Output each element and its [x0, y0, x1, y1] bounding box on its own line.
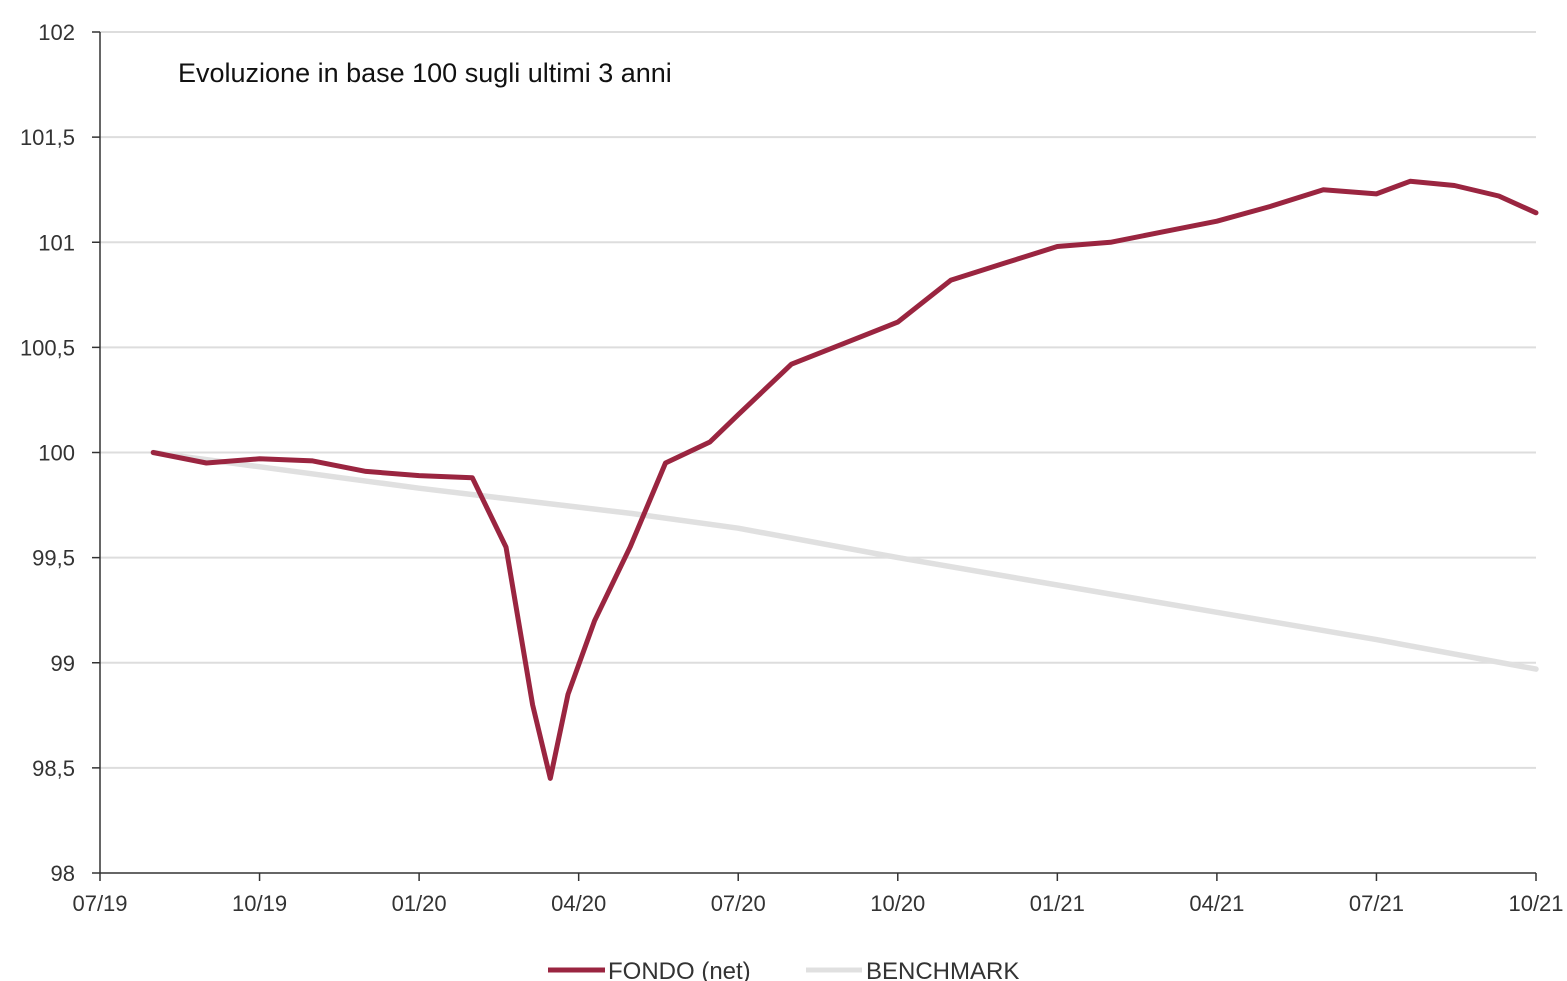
y-tick-label: 99,5: [32, 546, 75, 571]
y-tick-label: 98,5: [32, 756, 75, 781]
legend-label-fondo: FONDO (net): [608, 958, 751, 981]
gridlines: [100, 31, 1536, 769]
series-line-fondo: [150, 178, 1539, 781]
y-tick-label: 102: [38, 20, 75, 45]
series-line-benchmark: [150, 449, 1539, 672]
x-tick-label: 04/21: [1189, 891, 1244, 916]
y-tick-label: 100: [38, 441, 75, 466]
y-tick-label: 101: [38, 230, 75, 255]
x-tick-label: 10/21: [1508, 891, 1563, 916]
series-lines: [150, 178, 1539, 781]
x-tick-label: 10/19: [232, 891, 287, 916]
x-tick-label: 07/20: [711, 891, 766, 916]
y-tick-label: 98: [51, 861, 75, 886]
x-tick-label: 04/20: [551, 891, 606, 916]
x-tick-label: 07/21: [1349, 891, 1404, 916]
x-tick-label: 10/20: [870, 891, 925, 916]
legend: FONDO (net) BENCHMARK: [548, 958, 1019, 981]
legend-label-benchmark: BENCHMARK: [866, 958, 1019, 981]
x-tick-label: 01/21: [1030, 891, 1085, 916]
y-tick-label: 100,5: [20, 335, 75, 360]
axes: 98 98,5 99 99,5 100 100,5 101 101,5 102 07/19 10/1…: [20, 20, 1564, 916]
y-tick-label: 99: [51, 651, 75, 676]
y-tick-label: 101,5: [20, 125, 75, 150]
x-tick-label: 07/19: [72, 891, 127, 916]
chart-title: Evoluzione in base 100 sugli ultimi 3 an…: [178, 58, 672, 88]
x-tick-label: 01/20: [392, 891, 447, 916]
